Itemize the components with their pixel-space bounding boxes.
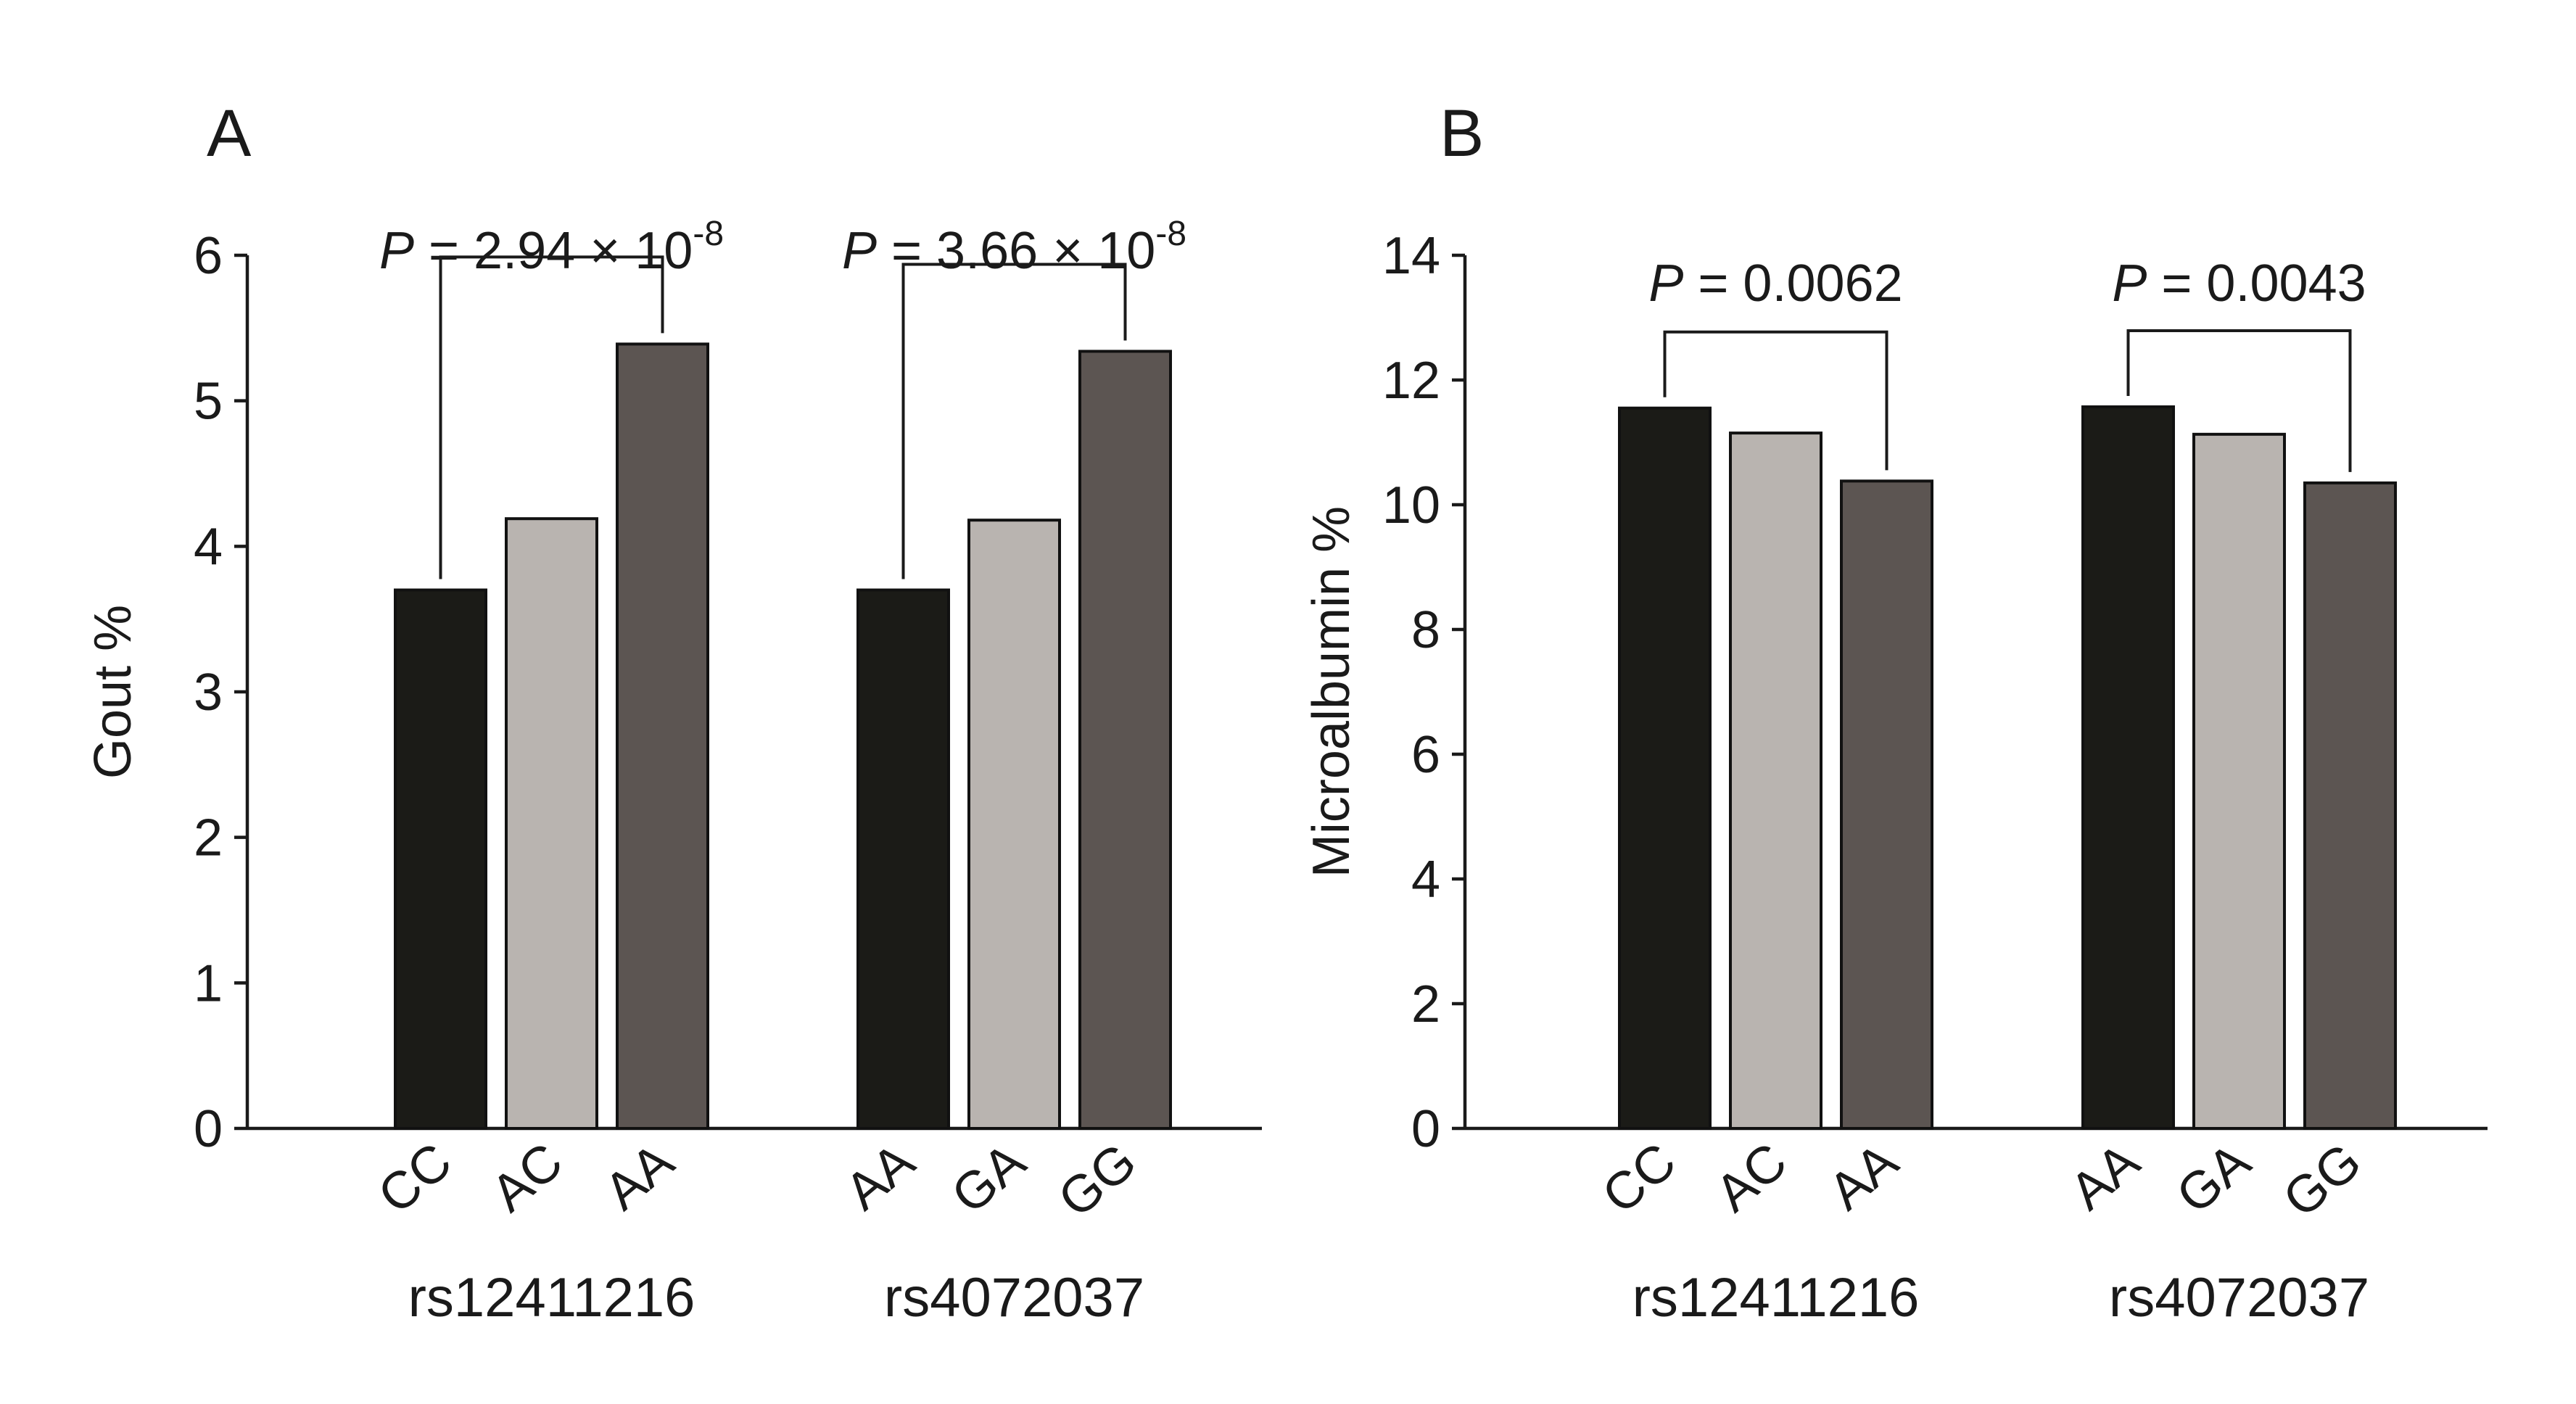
p-value-label: P = 2.94 × 10-8 bbox=[379, 215, 724, 280]
bar-ga bbox=[2192, 432, 2286, 1130]
y-tick-label: 10 bbox=[1382, 476, 1440, 534]
y-tick-label: 2 bbox=[194, 809, 223, 867]
x-tick-label: AC bbox=[481, 1132, 574, 1223]
y-tick-label: 14 bbox=[1382, 227, 1440, 285]
bar-gg bbox=[2303, 481, 2397, 1130]
panel-label: B bbox=[1440, 96, 1484, 170]
significance-bracket bbox=[439, 255, 664, 579]
bar-ac bbox=[1729, 431, 1822, 1130]
bar-gg bbox=[1078, 350, 1172, 1131]
y-axis-label: Microalbumin % bbox=[1303, 506, 1361, 878]
p-value-label: P = 0.0043 bbox=[2112, 255, 2366, 313]
x-tick-label: GG bbox=[1048, 1132, 1147, 1228]
y-tick-label: 1 bbox=[194, 954, 223, 1012]
y-tick-label: 2 bbox=[1411, 975, 1440, 1033]
group-label: rs12411216 bbox=[1632, 1267, 1920, 1329]
group-label: rs4072037 bbox=[884, 1267, 1144, 1329]
bar-aa bbox=[2081, 405, 2175, 1130]
x-tick-label: GG bbox=[2273, 1132, 2372, 1228]
y-tick-label: 6 bbox=[194, 227, 223, 285]
y-tick-label: 0 bbox=[194, 1100, 223, 1158]
x-tick-label: GA bbox=[2166, 1132, 2261, 1225]
x-tick-label: CC bbox=[368, 1132, 463, 1225]
significance-bracket bbox=[2126, 329, 2352, 472]
x-tick-label: GA bbox=[941, 1132, 1036, 1225]
bar-ac bbox=[505, 517, 598, 1130]
significance-bracket bbox=[1663, 330, 1888, 471]
bar-aa bbox=[1840, 479, 1933, 1130]
p-value-label: P = 0.0062 bbox=[1648, 255, 1902, 313]
x-tick-label: AC bbox=[1705, 1132, 1798, 1223]
group-label: rs12411216 bbox=[408, 1267, 695, 1329]
y-axis-label: Gout % bbox=[84, 605, 142, 779]
x-tick-label: AA bbox=[594, 1132, 685, 1221]
x-tick-label: AA bbox=[835, 1132, 925, 1221]
y-tick-label: 6 bbox=[1411, 726, 1440, 784]
bar-cc bbox=[394, 588, 487, 1130]
bar-cc bbox=[1618, 406, 1712, 1130]
bar-ga bbox=[967, 519, 1061, 1130]
p-value-label: P = 3.66 × 10-8 bbox=[842, 215, 1186, 280]
group-label: rs4072037 bbox=[2109, 1267, 2369, 1329]
panel-label: A bbox=[207, 96, 252, 170]
bar-aa bbox=[856, 588, 950, 1130]
y-tick-label: 8 bbox=[1411, 601, 1440, 659]
y-tick-label: 4 bbox=[1411, 851, 1440, 909]
y-tick-label: 3 bbox=[194, 664, 223, 722]
y-tick-label: 4 bbox=[194, 518, 223, 576]
y-tick-label: 12 bbox=[1382, 352, 1440, 410]
y-tick-label: 5 bbox=[194, 373, 223, 431]
significance-bracket bbox=[901, 263, 1127, 579]
x-tick-label: AA bbox=[1818, 1132, 1909, 1221]
x-tick-label: CC bbox=[1592, 1132, 1687, 1225]
bar-aa bbox=[616, 342, 709, 1131]
y-tick-label: 0 bbox=[1411, 1100, 1440, 1158]
x-tick-label: AA bbox=[2060, 1132, 2150, 1221]
